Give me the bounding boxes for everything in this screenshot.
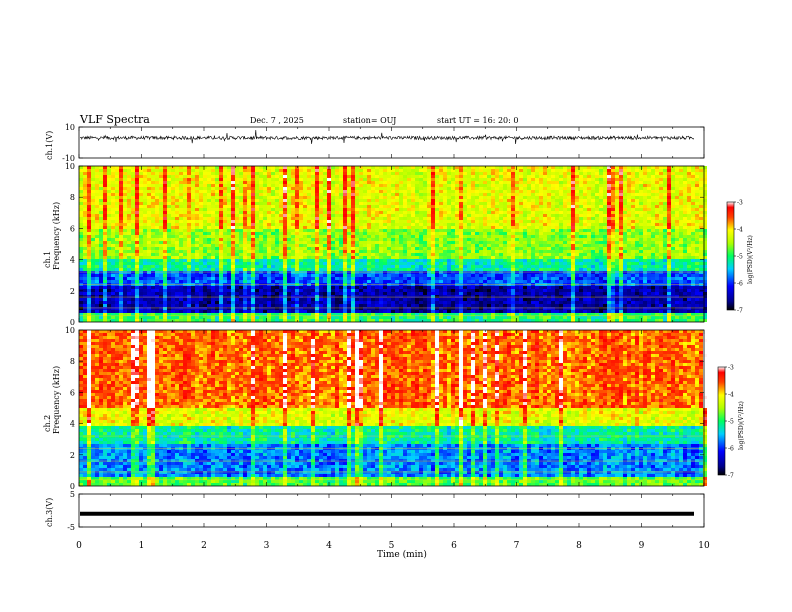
ch1-spectrogram-panel: 0 2 4 6 8 10 — [65, 162, 707, 327]
xtick-label: 7 — [514, 541, 520, 551]
start-time-label: start UT = 16: 20: 0 — [437, 116, 518, 125]
ch2-spectrogram-panel: 0 2 4 6 8 10 — [65, 326, 707, 491]
ytick-label: -5 — [67, 523, 75, 532]
xtick-label: 1 — [139, 541, 145, 551]
colorbar-tick-label: -7 — [728, 473, 734, 480]
xtick-label: 4 — [326, 541, 332, 551]
colorbar-tick-label: -3 — [737, 200, 743, 207]
xtick-label: 10 — [698, 541, 710, 551]
time-axis: 0 1 2 3 4 5 6 7 8 9 10 — [76, 541, 710, 551]
ytick-label: -10 — [62, 154, 75, 163]
ytick-label: 4 — [70, 420, 75, 429]
ytick-label: 6 — [70, 224, 75, 233]
ch2-spectrogram-ylabel-1: ch.2 — [43, 415, 52, 432]
colorbar-tick-label: -5 — [737, 254, 743, 261]
xtick-label: 5 — [389, 541, 395, 551]
figure-title: VLF Spectra — [79, 113, 150, 126]
ytick-label: 5 — [70, 490, 75, 499]
ch2-spectrogram-image — [79, 330, 707, 486]
date-label: Dec. 7 , 2025 — [250, 116, 304, 125]
ytick-label: 10 — [65, 326, 75, 335]
ch1-waveform-frame — [78, 126, 705, 159]
ytick-label: 8 — [70, 193, 75, 202]
station-label: station= OUJ — [343, 116, 396, 125]
ch2-colorbar-label: log(PSD)(V²/Hz) — [738, 401, 745, 450]
ytick-label: 2 — [70, 451, 75, 460]
ytick-label: 0 — [70, 482, 75, 491]
ch1-waveform-ylabel: ch.1(V) — [45, 131, 54, 160]
ch2-spectrogram-ylabel-2: Frequency (kHz) — [52, 366, 61, 434]
ch1-spectrogram-ylabel-1: ch.1 — [43, 251, 52, 268]
ytick-label: 10 — [65, 162, 75, 171]
ch1-colorbar-label: log(PSD)(V²/Hz) — [747, 235, 754, 284]
colorbar-tick-label: -4 — [737, 227, 743, 234]
ytick-label: 8 — [70, 357, 75, 366]
xtick-label: 9 — [639, 541, 645, 551]
colorbar-tick-label: -5 — [728, 419, 734, 426]
xtick-label: 2 — [201, 541, 207, 551]
ytick-label: 10 — [65, 123, 75, 132]
colorbar-tick-label: -6 — [728, 446, 734, 453]
colorbar-tick-label: -6 — [737, 281, 743, 288]
ytick-label: 0 — [70, 318, 75, 327]
ch1-waveform-trace — [79, 129, 695, 145]
xtick-label: 6 — [451, 541, 457, 551]
ytick-label: 6 — [70, 388, 75, 397]
ch2-colorbar: -3 -4 -5 -6 -7 log(PSD)(V²/Hz) — [717, 365, 745, 480]
colorbar-tick-label: -7 — [737, 308, 743, 315]
xtick-label: 0 — [76, 541, 82, 551]
ch1-waveform-panel: 10 -10 — [62, 123, 705, 163]
ch3-waveform-frame — [78, 493, 705, 528]
xtick-label: 3 — [264, 541, 270, 551]
ch1-spectrogram-image — [79, 166, 707, 322]
ch3-waveform-ylabel: ch.3(V) — [45, 498, 54, 527]
ch1-spectrogram-ylabel-2: Frequency (kHz) — [52, 202, 61, 270]
ytick-label: 4 — [70, 256, 75, 265]
ytick-label: 2 — [70, 287, 75, 296]
colorbar-tick-label: -4 — [728, 392, 734, 399]
ch1-colorbar: -3 -4 -5 -6 -7 log(PSD)(V²/Hz) — [726, 200, 754, 315]
xtick-label: 8 — [576, 541, 582, 551]
ch3-waveform-panel: 5 -5 — [67, 490, 705, 532]
x-axis-label: Time (min) — [377, 549, 427, 560]
colorbar-tick-label: -3 — [728, 365, 734, 372]
